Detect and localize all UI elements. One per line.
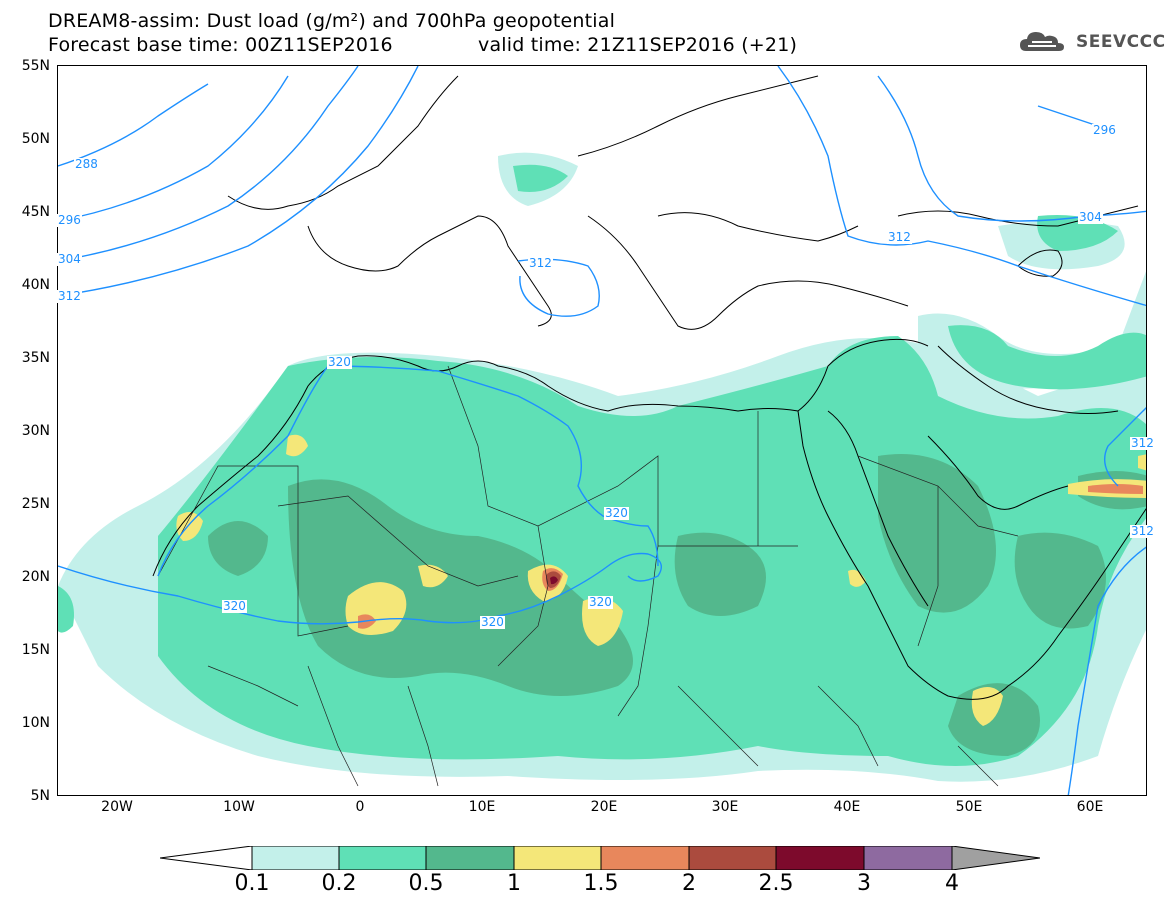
contour-label-288: 288	[74, 157, 99, 171]
lon-label-20e: 20E	[590, 799, 618, 815]
colorbar-max-arrow	[951, 846, 1040, 870]
dust-field-0-5	[208, 454, 1146, 756]
lat-label-20n: 20N	[21, 569, 50, 585]
dust-field-2-5	[550, 576, 558, 585]
contour-label-296: 296	[57, 213, 82, 227]
colorbar	[160, 846, 1040, 870]
lat-label-10n: 10N	[21, 715, 50, 731]
colorbar-swatch-2	[338, 846, 427, 870]
colorbar-label-2-5: 2.5	[758, 871, 794, 896]
lat-label-55n: 55N	[21, 58, 50, 74]
valid-time: valid time: 21Z11SEP2016 (+21)	[478, 34, 798, 56]
colorbar-label-3: 3	[857, 871, 871, 896]
lon-label-60e: 60E	[1076, 799, 1104, 815]
lon-label-10e: 10E	[468, 799, 496, 815]
forecast-base-time: Forecast base time: 00Z11SEP2016	[48, 34, 393, 56]
cloud-logo-icon	[1020, 32, 1064, 51]
colorbar-swatch-3	[425, 846, 515, 870]
contour-label-312-italy: 312	[528, 256, 553, 270]
lat-label-25n: 25N	[21, 496, 50, 512]
colorbar-swatch-1	[251, 846, 340, 870]
colorbar-swatch-8	[863, 846, 953, 870]
logo-text: SEEVCCC	[1076, 32, 1165, 52]
colorbar-swatch-7	[775, 846, 865, 870]
contour-label-320-east: 320	[604, 506, 629, 520]
contour-label-296-east: 296	[1092, 123, 1117, 137]
contour-label-320-south: 320	[588, 595, 613, 609]
colorbar-swatch-5	[600, 846, 690, 870]
colorbar-label-1-5: 1.5	[583, 871, 619, 896]
map-canvas	[58, 66, 1146, 795]
lon-label-10w: 10W	[223, 799, 255, 815]
colorbar-swatch-6	[688, 846, 777, 870]
lon-label-40e: 40E	[833, 799, 861, 815]
colorbar-min-arrow	[160, 846, 253, 870]
colorbar-label-0-1: 0.1	[234, 871, 270, 896]
map-title: DREAM8-assim: Dust load (g/m²) and 700hP…	[48, 10, 616, 32]
colorbar-label-0-2: 0.2	[321, 871, 357, 896]
colorbar-label-2: 2	[682, 871, 696, 896]
contour-label-320-north: 320	[327, 355, 352, 369]
contour-label-312-west: 312	[57, 289, 82, 303]
lon-label-0: 0	[355, 799, 365, 815]
lat-label-50n: 50N	[21, 131, 50, 147]
contour-label-320-center: 320	[480, 615, 505, 629]
contour-label-320-west: 320	[222, 599, 247, 613]
colorbar-label-4: 4	[945, 871, 959, 896]
lat-label-40n: 40N	[21, 277, 50, 293]
seevccc-logo: SEEVCCC	[1018, 27, 1165, 57]
colorbar-swatch-4	[513, 846, 602, 870]
lat-label-5n: 5N	[30, 788, 50, 804]
colorbar-label-0-5: 0.5	[408, 871, 444, 896]
lat-label-30n: 30N	[21, 423, 50, 439]
lon-label-20w: 20W	[101, 799, 133, 815]
contour-label-312-gulf: 312	[1130, 436, 1155, 450]
lat-label-35n: 35N	[21, 350, 50, 366]
lon-label-30e: 30E	[711, 799, 739, 815]
contour-label-304: 304	[57, 252, 82, 266]
colorbar-label-1: 1	[507, 871, 521, 896]
lat-label-45n: 45N	[21, 204, 50, 220]
contour-label-304-east: 304	[1078, 210, 1103, 224]
contour-label-312-east: 312	[887, 230, 912, 244]
lat-label-15n: 15N	[21, 642, 50, 658]
forecast-time-line: Forecast base time: 00Z11SEP2016 valid ti…	[48, 34, 797, 56]
dust-load-map	[57, 65, 1147, 796]
lon-label-50e: 50E	[955, 799, 983, 815]
geopotential-contours	[58, 66, 1146, 795]
contour-label-312-arabian-sea: 312	[1130, 524, 1155, 538]
country-borders	[157, 365, 1019, 787]
